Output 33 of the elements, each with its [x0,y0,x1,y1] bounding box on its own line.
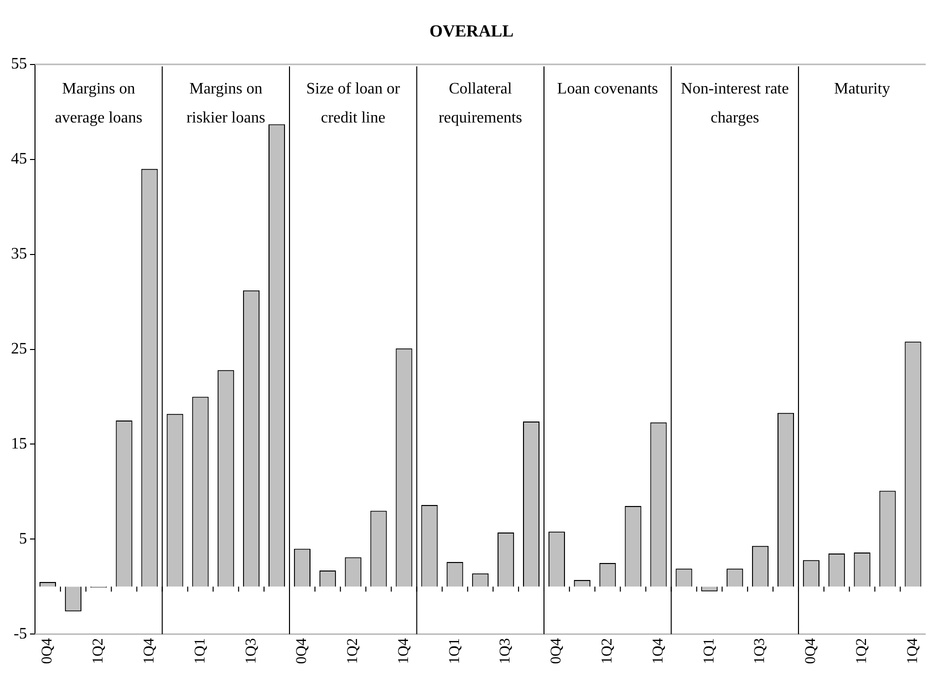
x-tick-label: 1Q3 [498,638,514,664]
y-tick-label: 5 [19,530,27,548]
x-tick-label: 1Q4 [396,638,412,664]
annotation: Margins on average loans [54,80,142,127]
x-tick-label: 1Q1 [192,638,208,664]
y-tick-label: 45 [11,150,27,168]
x-tick-label: 1Q4 [904,638,921,664]
x-tick-label: 1Q2 [600,638,616,664]
x-tick-label: 1Q4 [650,638,666,664]
annotation: Maturity [834,80,890,98]
x-tick-label: 1Q4 [141,638,158,664]
annotation: Collateral requirements [438,80,522,127]
x-tick-label: 0Q4 [548,638,565,664]
annotation: Loan covenants [557,80,658,98]
chart-title: OVERALL [429,22,514,41]
x-tick-label: 0Q4 [294,638,310,664]
x-tick-label: 0Q4 [40,638,56,664]
x-tick-label: 1Q3 [752,638,768,664]
y-tick-label: 25 [11,340,27,358]
y-tick-label: 55 [11,56,27,73]
annotation: Margins on riskier loans [186,80,266,127]
x-tick-label: 1Q2 [90,638,107,664]
y-tick-label: 35 [11,246,27,263]
annotation: Non-interest rate charges [680,80,789,127]
x-tick-label: 1Q1 [446,638,463,664]
x-tick-label: 1Q1 [701,638,718,664]
annotation: Size of loan or credit line [306,80,401,127]
y-tick-label: -5 [14,625,27,642]
x-tick-label: 1Q2 [345,638,362,664]
y-tick-label: 15 [11,435,27,452]
x-tick-label: 0Q4 [803,638,820,664]
x-tick-label: 1Q2 [854,638,870,664]
x-tick-label: 1Q3 [243,638,260,664]
